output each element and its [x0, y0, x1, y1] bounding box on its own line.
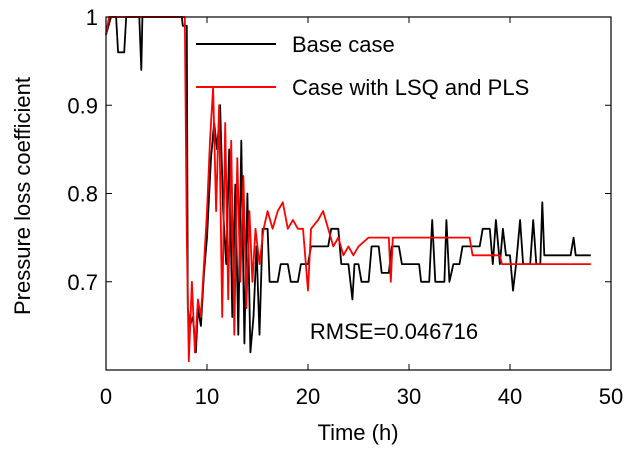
x-tick-label: 50 — [599, 384, 623, 409]
y-tick-label: 0.7 — [67, 270, 98, 295]
x-axis-label: Time (h) — [317, 420, 398, 445]
series-line-lsq-pls — [105, 16, 591, 363]
rmse-annotation: RMSE=0.046716 — [310, 319, 478, 344]
tick-layer: 0 10 20 30 40 50 0.7 0.8 0.9 1 — [67, 5, 623, 409]
series-line-base-case — [105, 16, 591, 354]
y-tick-label: 0.8 — [67, 182, 98, 207]
x-tick-label: 0 — [100, 384, 112, 409]
x-tick-label: 40 — [498, 384, 522, 409]
x-tick-label: 30 — [397, 384, 421, 409]
y-tick-label: 1 — [86, 5, 98, 30]
legend-label-lsq-pls: Case with LSQ and PLS — [292, 75, 529, 100]
legend: Base case Case with LSQ and PLS — [196, 32, 529, 100]
y-axis-label: Pressure loss coefficient — [10, 77, 35, 315]
x-tick-label: 10 — [195, 384, 219, 409]
y-tick-label: 0.9 — [67, 93, 98, 118]
series-layer — [105, 16, 591, 363]
x-tick-label: 20 — [296, 384, 320, 409]
plot-background — [106, 17, 611, 370]
legend-label-base-case: Base case — [292, 32, 395, 57]
